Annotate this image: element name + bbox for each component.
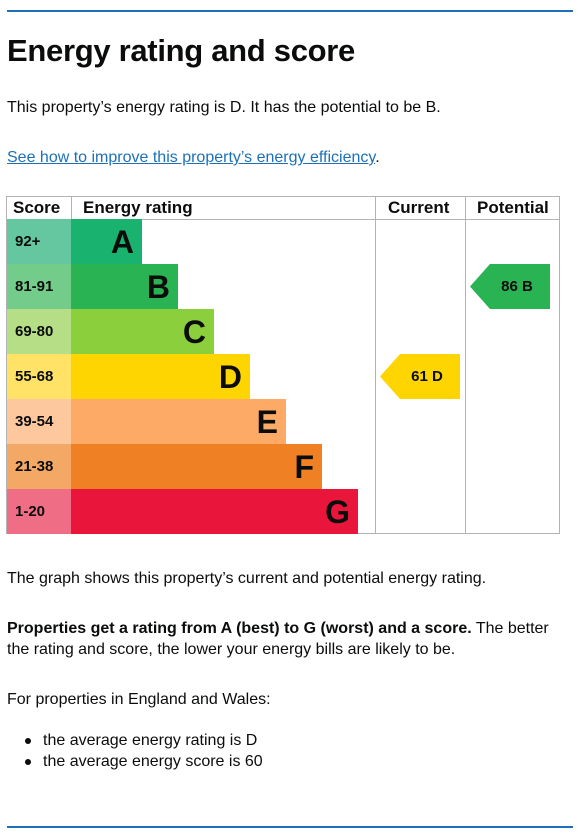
rating-explanation-bold: Properties get a rating from A (best) to… bbox=[7, 620, 472, 637]
band-bar: B bbox=[71, 264, 178, 309]
band-letter: G bbox=[325, 494, 350, 530]
rating-arrow-shape bbox=[380, 354, 460, 399]
rating-band-a: 92+ A bbox=[7, 219, 375, 264]
page-title: Energy rating and score bbox=[7, 33, 355, 68]
band-letter: D bbox=[218, 359, 242, 395]
rating-band-c: 69-80 C bbox=[7, 309, 375, 354]
band-bar: E bbox=[71, 399, 286, 444]
averages-list: the average energy rating is D the avera… bbox=[7, 730, 263, 772]
band-score-range: 81-91 bbox=[7, 264, 71, 309]
band-bar: A bbox=[71, 219, 142, 264]
rating-arrow-shape bbox=[470, 264, 550, 309]
current-header: Current bbox=[388, 198, 450, 217]
band-letter: F bbox=[294, 449, 314, 485]
current-rating-arrow: 61 D bbox=[380, 354, 460, 399]
header-divider bbox=[7, 219, 559, 220]
region-intro: For properties in England and Wales: bbox=[7, 691, 271, 708]
band-letter: E bbox=[256, 404, 278, 440]
energy-rating-header: Energy rating bbox=[83, 198, 193, 217]
bottom-divider bbox=[7, 826, 573, 828]
band-letter: C bbox=[182, 314, 206, 350]
band-bar: F bbox=[71, 444, 322, 489]
band-score-range: 69-80 bbox=[7, 309, 71, 354]
score-header: Score bbox=[13, 198, 61, 217]
band-letter: B bbox=[146, 269, 170, 305]
improve-paragraph: See how to improve this property’s energ… bbox=[7, 147, 380, 168]
energy-rating-chart: Score Energy rating Current Potential 92… bbox=[6, 196, 560, 534]
band-score-range: 1-20 bbox=[7, 489, 71, 534]
band-bar: C bbox=[71, 309, 214, 354]
band-score-range: 55-68 bbox=[7, 354, 71, 399]
band-bar: G bbox=[71, 489, 358, 534]
current-rating-arrow-label: 61 D bbox=[411, 368, 443, 385]
band-score-range: 92+ bbox=[7, 219, 71, 264]
list-item: the average energy score is 60 bbox=[7, 751, 263, 772]
top-divider bbox=[7, 10, 573, 12]
band-bar: D bbox=[71, 354, 250, 399]
list-item: the average energy rating is D bbox=[7, 730, 263, 751]
band-score-range: 39-54 bbox=[7, 399, 71, 444]
current-divider bbox=[375, 197, 376, 533]
rating-explanation-rest: The better the rating and score, the low… bbox=[7, 620, 549, 658]
graph-description: The graph shows this property’s current … bbox=[7, 570, 487, 587]
improve-suffix: . bbox=[375, 149, 380, 166]
rating-summary: This property’s energy rating is D. It h… bbox=[7, 99, 441, 116]
rating-explanation: Properties get a rating from A (best) to… bbox=[7, 618, 567, 660]
rating-band-d: 55-68 D bbox=[7, 354, 375, 399]
improve-efficiency-link[interactable]: See how to improve this property’s energ… bbox=[7, 149, 376, 166]
potential-rating-arrow-label: 86 B bbox=[501, 278, 533, 295]
band-letter: A bbox=[110, 224, 134, 260]
band-score-range: 21-38 bbox=[7, 444, 71, 489]
rating-band-f: 21-38 F bbox=[7, 444, 375, 489]
potential-rating-arrow: 86 B bbox=[470, 264, 550, 309]
rating-band-e: 39-54 E bbox=[7, 399, 375, 444]
rating-band-g: 1-20 G bbox=[7, 489, 375, 534]
rating-band-b: 81-91 B bbox=[7, 264, 375, 309]
potential-header: Potential bbox=[477, 198, 549, 217]
potential-divider bbox=[465, 197, 466, 533]
